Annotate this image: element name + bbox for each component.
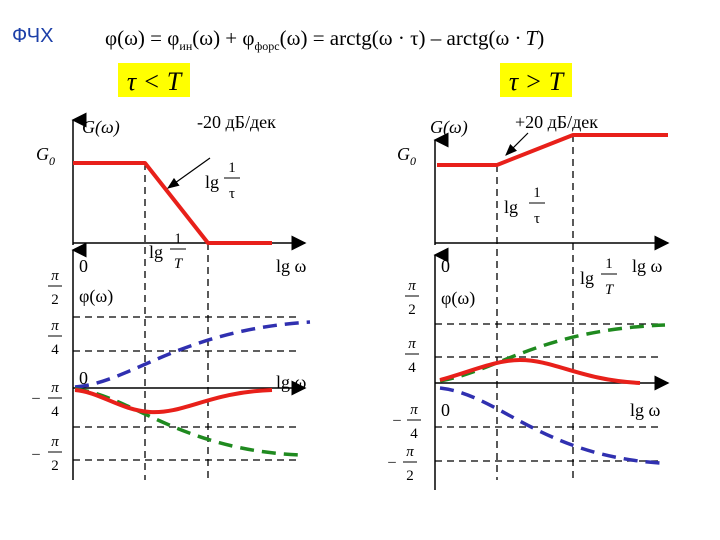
svg-text:–: –: [31, 390, 40, 406]
right-tick-minus-pi4: – π 4: [392, 402, 421, 442]
right-phase-plot: φ(ω) 0 lg ω π 2 π 4 – π 4 – π: [387, 247, 670, 490]
svg-text:π: π: [51, 380, 59, 396]
right-phase-green-curve: [439, 323, 666, 383]
svg-text:π: π: [408, 278, 416, 294]
svg-text:1: 1: [228, 160, 236, 176]
svg-text:π: π: [406, 444, 414, 460]
svg-text:lg: lg: [504, 197, 518, 217]
formula-sub-in: ин: [179, 39, 192, 53]
left-condition-box: τ < T: [118, 63, 190, 97]
formula-T: T: [526, 26, 539, 50]
svg-text:π: π: [410, 402, 418, 418]
right-condition-highlight: [500, 63, 572, 97]
slide-title: ФЧХ: [12, 25, 53, 47]
svg-text:2: 2: [406, 468, 414, 484]
left-slope-label: -20 дБ/дек: [197, 112, 276, 132]
left-condition-highlight: [118, 63, 190, 97]
right-freq-T-label: lg 1 T: [580, 256, 617, 298]
right-amplitude-red-curve: [437, 133, 668, 167]
svg-text:lg: lg: [149, 242, 163, 262]
svg-text:4: 4: [408, 360, 416, 376]
right-phase-y-label: φ(ω): [441, 288, 475, 309]
right-tick-pi2: π 2: [405, 278, 419, 318]
svg-text:T: T: [605, 282, 615, 298]
right-phase-red-curve: [439, 357, 641, 385]
formula-sub-fors: форс: [255, 39, 280, 53]
left-panel: G(ω) G0 -20 дБ/дек lg 1 τ lg 1 T lg ω 0: [31, 112, 311, 480]
left-phase-red-curve: [74, 388, 273, 415]
svg-text:π: π: [51, 268, 59, 284]
left-freq-tau-label: lg 1 τ: [205, 160, 240, 202]
right-amplitude-plot: G(ω) G0 +20 дБ/дек lg 1 τ lg 1 T lg ω 0: [397, 112, 670, 480]
formula-close: ): [537, 26, 544, 50]
left-phase-x-label: lg ω: [276, 372, 307, 392]
svg-text:–: –: [392, 412, 401, 428]
svg-text:T: T: [174, 256, 184, 272]
left-amp-x-label: lg ω: [276, 256, 307, 276]
svg-text:4: 4: [51, 342, 59, 358]
right-slope-pointer-arrow: [505, 132, 529, 156]
left-condition-text: τ < T: [127, 67, 183, 96]
svg-text:π: π: [51, 434, 59, 450]
right-condition-box: τ > T: [500, 63, 572, 97]
svg-text:lg: lg: [205, 172, 219, 192]
formula-rhs: (ω) = arctg(ω · τ) – arctg(ω ·: [280, 26, 522, 50]
left-amp-y-label: G(ω): [82, 117, 120, 138]
right-amp-x-label: lg ω: [632, 256, 663, 276]
svg-text:4: 4: [51, 404, 59, 420]
svg-text:2: 2: [51, 292, 59, 308]
left-freq-T-label: lg 1 T: [149, 231, 186, 272]
right-freq-tau-label: lg 1 τ: [504, 185, 545, 227]
right-condition-text: τ > T: [509, 67, 565, 96]
svg-text:τ: τ: [229, 186, 235, 202]
right-slope-label: +20 дБ/дек: [515, 112, 598, 132]
right-tick-pi4: π 4: [405, 336, 419, 376]
formula-mid: (ω) + φ: [192, 26, 254, 50]
svg-text:2: 2: [408, 302, 416, 318]
svg-text:1: 1: [605, 256, 613, 272]
svg-text:2: 2: [51, 458, 59, 474]
right-amp-origin-label: 0: [441, 256, 450, 276]
svg-text:–: –: [31, 446, 40, 462]
left-g0-label: G0: [36, 144, 55, 168]
svg-text:4: 4: [410, 426, 418, 442]
left-phase-plot: φ(ω) 0 lg ω π 2 π 4 – π 4 – π: [31, 242, 311, 480]
left-tick-minus-pi4: – π 4: [31, 380, 62, 420]
right-amp-y-label: G(ω): [430, 117, 468, 138]
right-g0-label: G0: [397, 144, 416, 168]
left-tick-pi4: π 4: [48, 318, 62, 358]
right-tick-minus-pi2: – π 2: [387, 444, 417, 484]
left-tick-minus-pi2: – π 2: [31, 434, 62, 474]
left-tick-pi2: π 2: [48, 268, 62, 308]
svg-text:π: π: [408, 336, 416, 352]
left-amplitude-plot: G(ω) G0 -20 дБ/дек lg 1 τ lg 1 T lg ω 0: [36, 112, 307, 480]
left-phase-green-curve: [74, 387, 301, 457]
right-phase-blue-curve: [439, 386, 661, 465]
svg-text:lg: lg: [580, 268, 594, 288]
right-phase-origin-label: 0: [441, 400, 450, 420]
svg-text:1: 1: [533, 185, 541, 201]
right-panel: G(ω) G0 +20 дБ/дек lg 1 τ lg 1 T lg ω 0: [387, 112, 670, 490]
left-amplitude-red-curve: [73, 161, 272, 245]
left-slope-pointer-arrow: [167, 157, 211, 189]
left-phase-blue-curve: [74, 320, 311, 389]
svg-text:–: –: [387, 454, 396, 470]
left-phase-y-label: φ(ω): [79, 286, 113, 307]
svg-text:τ: τ: [534, 211, 540, 227]
right-phase-x-label: lg ω: [630, 400, 661, 420]
formula-lhs: φ(ω) = φ: [105, 26, 179, 50]
svg-text:1: 1: [174, 231, 182, 247]
left-amp-origin-label: 0: [79, 256, 88, 276]
phase-formula: φ(ω) = φин(ω) + φфорс(ω) = arctg(ω · τ) …: [105, 26, 544, 53]
left-phase-origin-label: 0: [79, 368, 88, 388]
svg-text:π: π: [51, 318, 59, 334]
